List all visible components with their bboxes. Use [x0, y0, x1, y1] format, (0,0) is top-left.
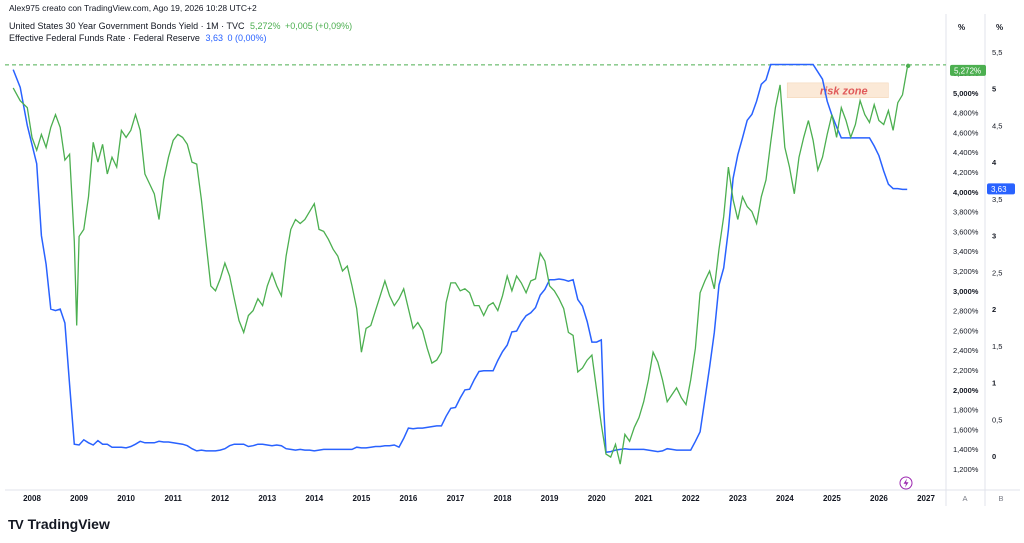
- x-axis-tick: 2015: [352, 494, 370, 503]
- brand-name: TradingView: [27, 516, 110, 532]
- author-line: Alex975 creato con TradingView.com, Ago …: [9, 3, 257, 13]
- bond-last-point: [905, 63, 911, 69]
- left-axis-tick: 1,200%: [953, 465, 979, 474]
- risk-zone[interactable]: risk zone: [786, 82, 889, 99]
- right-axis-tick: 1,5: [992, 342, 1002, 351]
- legend-bond[interactable]: United States 30 Year Government Bonds Y…: [9, 21, 352, 31]
- left-axis-tick: 2,200%: [953, 366, 979, 375]
- left-axis-tick: 4,600%: [953, 128, 979, 137]
- risk-zone-box[interactable]: [786, 82, 889, 99]
- x-axis-tick: 2027: [917, 494, 935, 503]
- right-axis-tick: 2,5: [992, 268, 1002, 277]
- left-axis-tick: 3,600%: [953, 227, 979, 236]
- x-axis-tick: 2024: [776, 494, 794, 503]
- left-axis-tick: 3,200%: [953, 267, 979, 276]
- right-axis-tick: 5,5: [992, 48, 1002, 57]
- left-axis-tick: 2,000%: [953, 386, 979, 395]
- left-axis-tick: 3,800%: [953, 208, 979, 217]
- right-axis-tick: 1: [992, 379, 996, 388]
- x-axis-tick: 2014: [305, 494, 323, 503]
- right-axis-tick: 3: [992, 232, 996, 241]
- legend-bond-value: 5,272%: [249, 21, 281, 31]
- legend-bond-label: United States 30 Year Government Bonds Y…: [9, 21, 245, 31]
- x-axis-tick: 2012: [211, 494, 229, 503]
- x-axis-tick: 2026: [870, 494, 888, 503]
- right-axis-unit: %: [996, 23, 1003, 32]
- bond-last-value: 5,272%: [954, 66, 981, 75]
- bond-yield-line[interactable]: [12, 65, 909, 465]
- x-axis-tick: 2010: [117, 494, 135, 503]
- left-axis-tick: 2,800%: [953, 307, 979, 316]
- right-axis-tick: 0,5: [992, 415, 1002, 424]
- left-axis-tick: 1,400%: [953, 445, 979, 454]
- x-axis-tick: 2008: [23, 494, 41, 503]
- x-axis-tick: 2011: [164, 494, 182, 503]
- right-scale-button[interactable]: B: [998, 494, 1003, 503]
- fed-last-value: 3,63: [991, 185, 1007, 194]
- left-axis-tick: 4,000%: [953, 188, 979, 197]
- risk-zone-label: risk zone: [820, 85, 868, 97]
- x-axis-tick: 2016: [400, 494, 418, 503]
- legend-fed-value: 3,63: [205, 33, 223, 43]
- left-axis-tick: 5,000%: [953, 89, 979, 98]
- x-axis-tick: 2018: [494, 494, 512, 503]
- x-axis-tick: 2009: [70, 494, 88, 503]
- right-axis-tick: 4,5: [992, 121, 1002, 130]
- x-axis-tick: 2019: [541, 494, 559, 503]
- x-axis-tick: 2025: [823, 494, 841, 503]
- tradingview-brand[interactable]: TV TradingView: [8, 516, 110, 532]
- fed-last-badge: 3,63: [987, 183, 1015, 195]
- right-axis-tick: 2: [992, 305, 996, 314]
- x-axis-tick: 2022: [682, 494, 700, 503]
- x-axis-tick: 2021: [635, 494, 653, 503]
- legend-bond-change: +0,005 (+0,09%): [285, 21, 353, 31]
- left-axis-tick: 3,400%: [953, 247, 979, 256]
- x-axis-tick: 2023: [729, 494, 747, 503]
- lightning-icon[interactable]: [899, 476, 913, 490]
- x-axis-tick: 2017: [447, 494, 465, 503]
- left-axis-tick: 1,800%: [953, 406, 979, 415]
- right-axis-tick: 0: [992, 452, 996, 461]
- x-axis-tick: 2013: [258, 494, 276, 503]
- chart-frame: [5, 14, 1020, 506]
- left-axis-tick: 2,400%: [953, 346, 979, 355]
- left-scale-button[interactable]: A: [962, 494, 967, 503]
- fed-funds-line[interactable]: [12, 63, 908, 454]
- legend-fed[interactable]: Effective Federal Funds Rate · Federal R…: [9, 33, 267, 43]
- left-axis-unit: %: [958, 23, 965, 32]
- left-axis-tick: 1,600%: [953, 425, 979, 434]
- bond-last-badge: 5,272%: [950, 64, 986, 76]
- left-axis-tick: 4,200%: [953, 168, 979, 177]
- left-axis-tick: 3,000%: [953, 287, 979, 296]
- legend-fed-label: Effective Federal Funds Rate · Federal R…: [9, 33, 200, 43]
- tradingview-logo-icon: TV: [8, 516, 24, 532]
- legend-fed-change: 0 (0,00%): [227, 33, 267, 43]
- x-axis-tick: 2020: [588, 494, 606, 503]
- right-axis-tick: 5: [992, 85, 996, 94]
- right-axis-tick: 4: [992, 158, 997, 167]
- left-axis-tick: 4,800%: [953, 109, 979, 118]
- left-axis-tick: 2,600%: [953, 326, 979, 335]
- left-axis-tick: 4,400%: [953, 148, 979, 157]
- right-axis-tick: 3,5: [992, 195, 1002, 204]
